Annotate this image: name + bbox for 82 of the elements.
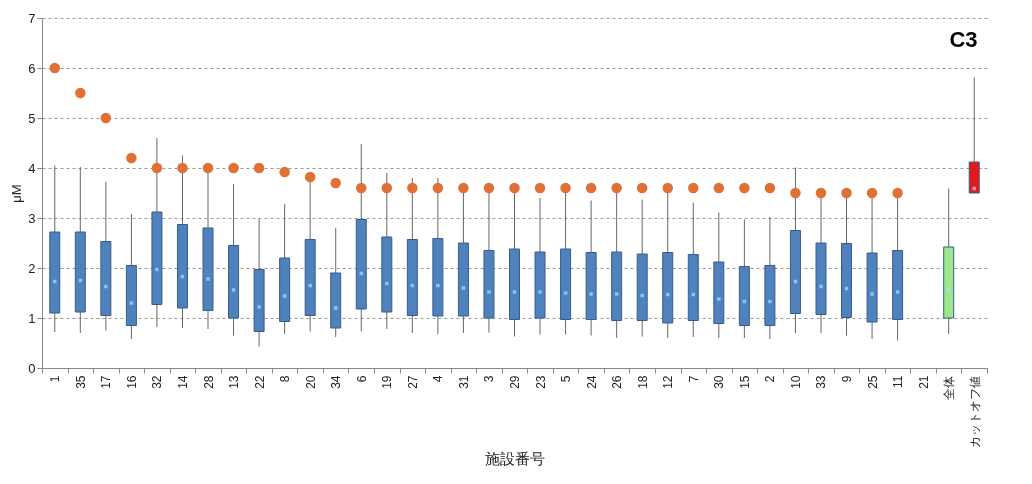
x-tick-label: 21	[916, 375, 931, 389]
y-axis-title: μM	[9, 184, 25, 203]
x-tick-label: 17	[99, 375, 114, 389]
x-tick-label: 22	[252, 375, 267, 389]
x-axis-title: 施設番号	[485, 449, 545, 467]
point	[636, 182, 648, 194]
point	[585, 182, 597, 194]
x-tick-label: 3	[482, 375, 497, 383]
x-tick-label: 35	[73, 375, 88, 389]
y-tick-label: 7	[28, 10, 36, 26]
chart-title: C3	[949, 27, 978, 52]
point	[764, 182, 776, 194]
x-tick-label: 29	[508, 375, 522, 389]
point	[790, 187, 801, 199]
point	[739, 182, 750, 194]
point	[509, 182, 520, 194]
point	[841, 187, 852, 199]
x-tick-label: 1	[48, 375, 63, 383]
y-tick-label: 3	[28, 210, 36, 226]
x-tick-label: 9	[840, 375, 855, 383]
x-tick-label: 11	[891, 375, 906, 388]
x-tick-label: 7	[686, 375, 701, 383]
point	[432, 182, 444, 194]
point	[75, 87, 86, 99]
y-tick-label: 0	[28, 360, 36, 376]
x-tick-label: 33	[814, 375, 829, 389]
point	[458, 182, 469, 194]
point	[100, 112, 112, 124]
x-tick-label: 34	[329, 375, 344, 389]
point	[611, 182, 622, 194]
x-tick-label: 20	[303, 375, 318, 389]
point	[279, 166, 290, 178]
x-tick-label: 15	[737, 375, 752, 389]
x-tick-label: 14	[175, 375, 190, 389]
y-tick-label: 1	[28, 310, 36, 326]
y-tick-label: 6	[28, 60, 36, 76]
point	[815, 187, 827, 199]
point	[407, 182, 418, 194]
point	[253, 162, 265, 174]
x-tick-label: 23	[533, 375, 548, 389]
x-tick-label: 26	[610, 375, 625, 389]
point	[202, 162, 214, 174]
x-tick-label: 12	[661, 375, 676, 389]
x-tick-label: 4	[431, 375, 446, 383]
x-tick-label: 5	[559, 375, 574, 383]
point	[662, 182, 673, 194]
point	[356, 182, 367, 194]
x-tick-label: 16	[124, 375, 139, 389]
x-tick-label: 6	[354, 375, 369, 383]
point	[713, 182, 725, 194]
point	[866, 187, 878, 199]
point	[560, 182, 571, 194]
point	[126, 152, 137, 164]
x-tick-label: 30	[712, 375, 727, 389]
x-tick-label: 18	[635, 375, 650, 389]
point	[688, 182, 699, 194]
point	[534, 182, 546, 194]
y-tick-label: 2	[28, 260, 36, 276]
point	[228, 162, 239, 174]
x-tick-label: 32	[150, 375, 165, 389]
x-tick-label: カットオフ値	[967, 375, 982, 448]
x-tick-label: 8	[278, 375, 293, 383]
point	[304, 171, 316, 183]
point	[177, 162, 188, 174]
y-tick-label: 4	[28, 160, 36, 176]
x-tick-label: 10	[788, 375, 803, 389]
x-tick-label: 31	[456, 375, 471, 389]
point	[381, 182, 393, 194]
x-tick-label: 全体	[942, 375, 957, 400]
x-tick-label: 27	[405, 375, 420, 389]
point	[483, 182, 495, 194]
x-tick-label: 25	[865, 375, 880, 389]
x-tick-label: 13	[227, 375, 242, 389]
x-tick-label: 28	[201, 375, 216, 389]
point	[49, 62, 61, 74]
x-tick-label: 2	[763, 375, 778, 383]
y-tick-label: 5	[28, 110, 36, 126]
x-tick-label: 24	[584, 375, 599, 389]
point	[151, 162, 163, 174]
point	[330, 177, 341, 189]
x-tick-label: 19	[380, 375, 395, 389]
point	[892, 187, 903, 199]
